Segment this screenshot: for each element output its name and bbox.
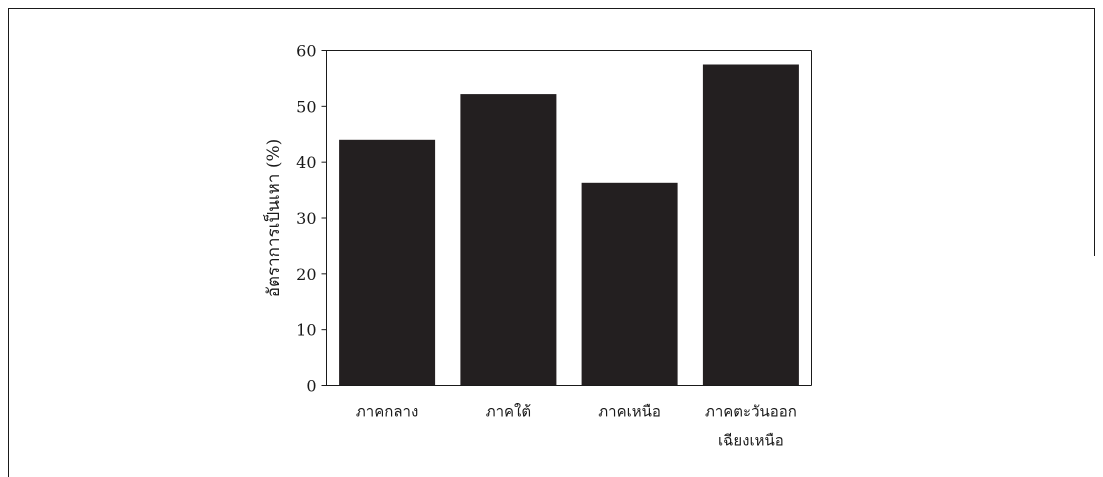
y-tick-label-0: 0 <box>306 377 316 396</box>
x-tick-label-2: ภาคใต้ <box>486 403 531 421</box>
y-tick-label-20: 20 <box>296 265 316 284</box>
plot-area: ภาคกลาง ภาคใต้ ภาคเหนือ ภาคตะวันออกเฉียงเหน… <box>296 42 812 450</box>
bar-2 <box>460 94 557 386</box>
y-tick-label-30: 30 <box>296 209 316 228</box>
x-tick-label-1: ภาคกลาง <box>356 403 418 421</box>
bar-3 <box>581 182 678 386</box>
y-tick-label-40: 40 <box>296 153 316 172</box>
bar-1 <box>339 139 436 386</box>
y-tick-label-10: 10 <box>296 321 316 340</box>
x-tick-label-4-line-1: ภาคตะวันออก <box>705 403 797 421</box>
y-tick-label-60: 60 <box>296 42 316 61</box>
y-axis-title: อัตราการเป็นเหา (%) <box>262 139 284 298</box>
y-tick-label-50: 50 <box>296 97 316 116</box>
bar-4 <box>702 64 799 386</box>
x-tick-label-4-line-2: เฉียงเหนือ <box>718 432 784 450</box>
x-tick-label-3: ภาคเหนือ <box>598 403 661 421</box>
